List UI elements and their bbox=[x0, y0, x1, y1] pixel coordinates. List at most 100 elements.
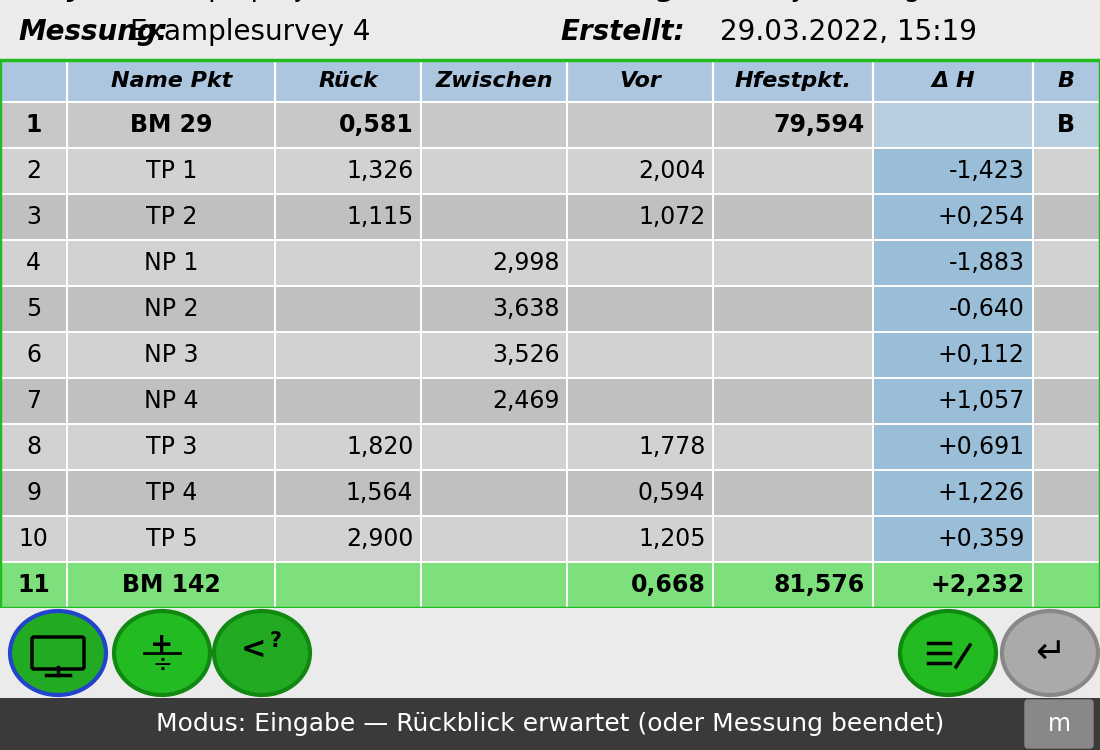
Text: 1: 1 bbox=[25, 113, 42, 137]
Bar bbox=[275, 516, 421, 562]
Text: +: + bbox=[151, 631, 174, 659]
Bar bbox=[1033, 102, 1100, 148]
Bar bbox=[714, 286, 873, 332]
Bar bbox=[0, 562, 67, 608]
Text: m: m bbox=[1047, 712, 1070, 736]
Bar bbox=[1033, 60, 1100, 102]
Bar bbox=[0, 60, 67, 102]
Bar bbox=[0, 698, 1100, 750]
Text: 11: 11 bbox=[18, 573, 51, 597]
Bar bbox=[1033, 562, 1100, 608]
Bar bbox=[275, 286, 421, 332]
Bar bbox=[714, 562, 873, 608]
Bar bbox=[873, 470, 1033, 516]
Text: TP 2: TP 2 bbox=[145, 205, 197, 229]
Bar bbox=[0, 424, 67, 470]
Text: 79,594: 79,594 bbox=[773, 113, 865, 137]
Bar bbox=[873, 286, 1033, 332]
Text: 2,900: 2,900 bbox=[346, 527, 414, 551]
Bar bbox=[873, 562, 1033, 608]
Text: +0,359: +0,359 bbox=[937, 527, 1024, 551]
Text: 7: 7 bbox=[26, 389, 41, 413]
Bar bbox=[568, 148, 714, 194]
Bar bbox=[421, 240, 568, 286]
Ellipse shape bbox=[10, 611, 106, 695]
Bar bbox=[568, 332, 714, 378]
Text: NP 3: NP 3 bbox=[144, 343, 199, 367]
Text: 9: 9 bbox=[26, 481, 41, 505]
Bar bbox=[0, 516, 67, 562]
Bar bbox=[0, 102, 67, 148]
Text: ÷: ÷ bbox=[152, 653, 172, 677]
Bar bbox=[0, 240, 67, 286]
Text: 3,526: 3,526 bbox=[492, 343, 560, 367]
Text: +1,057: +1,057 bbox=[937, 389, 1024, 413]
Bar bbox=[275, 378, 421, 424]
Bar bbox=[568, 378, 714, 424]
Text: +1,226: +1,226 bbox=[937, 481, 1024, 505]
Text: 1,115: 1,115 bbox=[346, 205, 414, 229]
Ellipse shape bbox=[114, 611, 210, 695]
Bar bbox=[1033, 240, 1100, 286]
Bar bbox=[714, 194, 873, 240]
Text: -1,883: -1,883 bbox=[948, 251, 1024, 275]
Text: BM 142: BM 142 bbox=[122, 573, 221, 597]
Ellipse shape bbox=[214, 611, 310, 695]
Bar bbox=[568, 562, 714, 608]
Bar bbox=[275, 332, 421, 378]
Text: +0,254: +0,254 bbox=[937, 205, 1024, 229]
Bar bbox=[67, 240, 275, 286]
Bar bbox=[1033, 286, 1100, 332]
Text: B: B bbox=[1057, 113, 1076, 137]
Bar bbox=[0, 378, 67, 424]
Bar bbox=[568, 102, 714, 148]
Text: 2,004: 2,004 bbox=[638, 159, 705, 183]
Bar bbox=[275, 424, 421, 470]
Bar bbox=[0, 0, 1100, 60]
Bar bbox=[1033, 194, 1100, 240]
Text: 6: 6 bbox=[26, 343, 41, 367]
Bar bbox=[714, 148, 873, 194]
Bar bbox=[67, 516, 275, 562]
Bar bbox=[421, 148, 568, 194]
Bar bbox=[568, 60, 714, 102]
Text: 8: 8 bbox=[26, 435, 42, 459]
Text: Sonstiges:: Sonstiges: bbox=[560, 0, 725, 2]
Bar bbox=[873, 424, 1033, 470]
Text: TP 1: TP 1 bbox=[145, 159, 197, 183]
Bar bbox=[0, 608, 1100, 698]
Bar bbox=[421, 516, 568, 562]
Text: TP 4: TP 4 bbox=[145, 481, 197, 505]
Text: 1,326: 1,326 bbox=[346, 159, 414, 183]
Text: Projekt:: Projekt: bbox=[18, 0, 142, 2]
Bar bbox=[873, 102, 1033, 148]
Bar bbox=[714, 60, 873, 102]
Text: Sunny, 13 degrees: Sunny, 13 degrees bbox=[720, 0, 980, 2]
Bar bbox=[421, 194, 568, 240]
Text: +0,112: +0,112 bbox=[937, 343, 1024, 367]
Text: Vor: Vor bbox=[619, 71, 661, 91]
Bar bbox=[421, 332, 568, 378]
Bar bbox=[714, 470, 873, 516]
FancyBboxPatch shape bbox=[1025, 700, 1093, 748]
Bar bbox=[1033, 424, 1100, 470]
Text: TP 5: TP 5 bbox=[145, 527, 197, 551]
Bar bbox=[67, 378, 275, 424]
Text: 1,072: 1,072 bbox=[638, 205, 705, 229]
Text: 29.03.2022, 15:19: 29.03.2022, 15:19 bbox=[720, 18, 977, 46]
Bar bbox=[714, 424, 873, 470]
Bar bbox=[421, 60, 568, 102]
Text: 10: 10 bbox=[19, 527, 48, 551]
Text: TP 3: TP 3 bbox=[145, 435, 197, 459]
Text: 0,668: 0,668 bbox=[630, 573, 705, 597]
Text: 1,820: 1,820 bbox=[346, 435, 414, 459]
Bar bbox=[1033, 148, 1100, 194]
Text: 2,998: 2,998 bbox=[492, 251, 560, 275]
Text: +0,691: +0,691 bbox=[937, 435, 1024, 459]
Bar bbox=[67, 470, 275, 516]
Text: NP 1: NP 1 bbox=[144, 251, 198, 275]
Text: Rück: Rück bbox=[318, 71, 378, 91]
Text: 0,594: 0,594 bbox=[638, 481, 705, 505]
Ellipse shape bbox=[900, 611, 996, 695]
Bar bbox=[421, 102, 568, 148]
